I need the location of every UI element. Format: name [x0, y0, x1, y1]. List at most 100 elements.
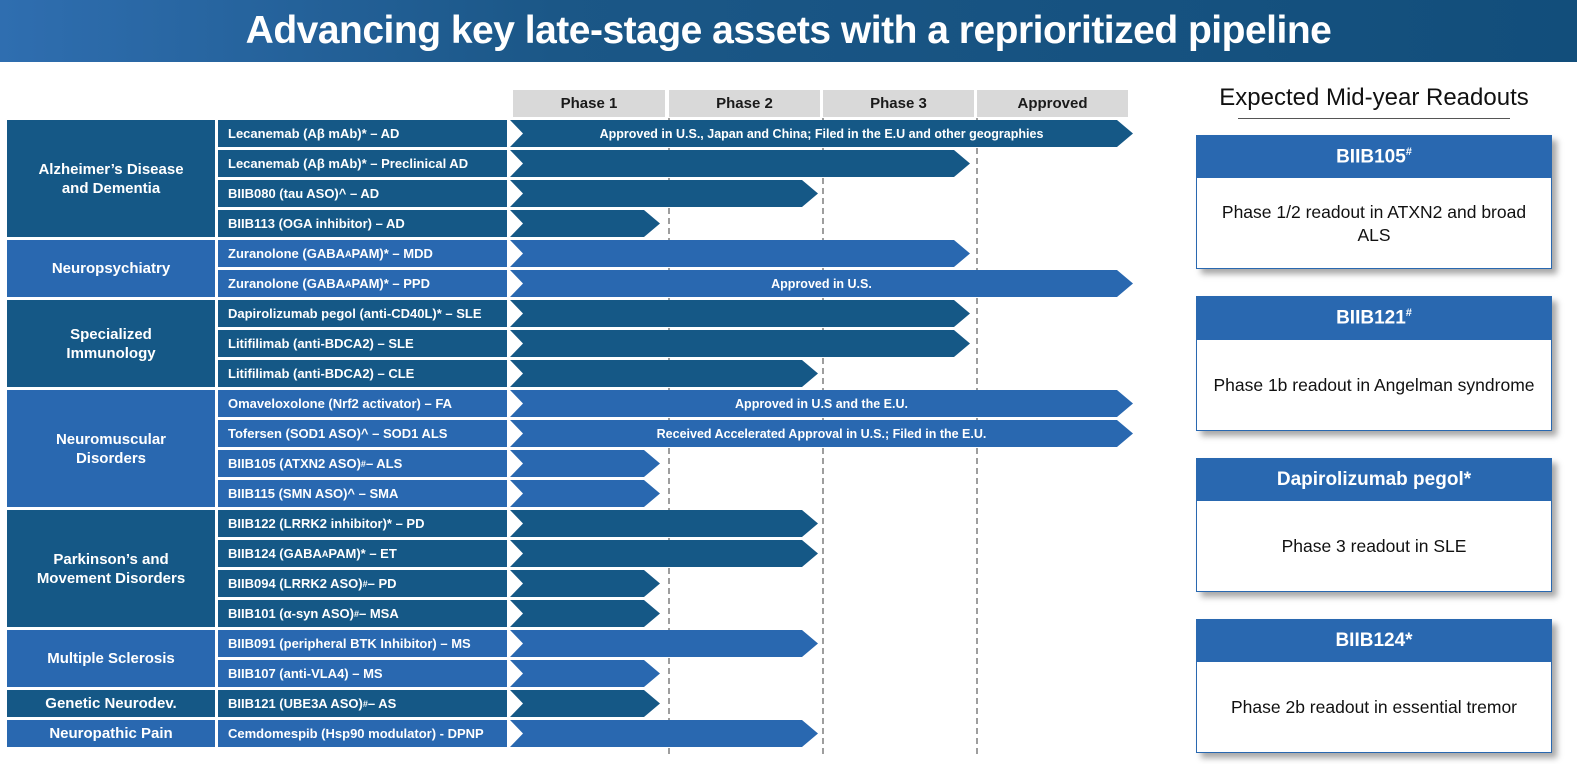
stage-arrow-phase3 [510, 150, 970, 177]
stage-arrow-phase2 [510, 510, 818, 537]
phase-header-approved: Approved [977, 90, 1128, 117]
title-bar: Advancing key late-stage assets with a r… [0, 0, 1577, 62]
asset-cell: BIIB124 (GABA A PAM)* – ET [218, 540, 507, 567]
group-rows: BIIB121 (UBE3A ASO) # – AS [218, 690, 1147, 717]
asset-cell: Zuranolone (GABA A PAM)* – PPD [218, 270, 507, 297]
stage-arrow-phase3 [510, 300, 970, 327]
stage-arrow-phase3 [510, 240, 970, 267]
stage-arrow-phase1 [510, 600, 660, 627]
pipeline-row: BIIB091 (peripheral BTK Inhibitor) – MS [218, 630, 1147, 657]
group-rows: Lecanemab (Aβ mAb)* – AD Approved in U.S.… [218, 120, 1147, 237]
readout-card-body: Phase 1/2 readout in ATXN2 and broad ALS [1221, 201, 1527, 246]
pipeline-row: Litifilimab (anti-BDCA2) – CLE [218, 360, 1147, 387]
readout-card: BIIB124* Phase 2b readout in essential tr… [1196, 618, 1552, 753]
row-chart [510, 450, 1147, 477]
pipeline-rows: Alzheimer’s Disease and Dementia Lecanemab… [7, 118, 1147, 754]
therapeutic-area-cell: Multiple Sclerosis [7, 630, 215, 687]
row-chart [510, 540, 1147, 567]
pipeline-group: Neuropathic Pain Cemdomespib (Hsp90 modul… [7, 720, 1147, 747]
stage-arrow-phase2 [510, 720, 818, 747]
asset-cell: BIIB122 (LRRK2 inhibitor)* – PD [218, 510, 507, 537]
row-chart: Received Accelerated Approval in U.S.; F… [510, 420, 1147, 447]
row-chart [510, 510, 1147, 537]
row-chart [510, 210, 1147, 237]
row-chart [510, 330, 1147, 357]
readout-card: Dapirolizumab pegol* Phase 3 readout in S… [1196, 457, 1552, 592]
asset-cell: BIIB115 (SMN ASO)^ – SMA [218, 480, 507, 507]
arrow-note: Approved in U.S., Japan and China; Filed… [599, 126, 1044, 141]
asset-cell: BIIB080 (tau ASO)^ – AD [218, 180, 507, 207]
stage-arrow-phase2 [510, 540, 818, 567]
readouts-panel: Expected Mid-year Readouts BIIB105# Phase… [1196, 84, 1552, 753]
asset-cell: Zuranolone (GABA A PAM)* – MDD [218, 240, 507, 267]
row-chart [510, 720, 1147, 747]
row-chart [510, 180, 1147, 207]
readout-card: BIIB105# Phase 1/2 readout in ATXN2 and b… [1196, 135, 1552, 270]
pipeline-row: BIIB124 (GABA A PAM)* – ET [218, 540, 1147, 567]
group-rows: Cemdomespib (Hsp90 modulator) - DPNP [218, 720, 1147, 747]
therapeutic-area-cell: Specialized Immunology [7, 300, 215, 387]
stage-arrow-approved: Received Accelerated Approval in U.S.; F… [510, 420, 1133, 447]
readout-card-body: Phase 2b readout in essential tremor [1231, 696, 1517, 717]
row-chart: Approved in U.S and the E.U. [510, 390, 1147, 417]
readouts-heading: Expected Mid-year Readouts [1219, 84, 1529, 111]
phase-header-phase-2: Phase 2 [669, 90, 820, 117]
row-chart [510, 570, 1147, 597]
group-rows: BIIB091 (peripheral BTK Inhibitor) – MS B… [218, 630, 1147, 687]
asset-cell: Lecanemab (Aβ mAb)* – Preclinical AD [218, 150, 507, 177]
asset-cell: Dapirolizumab pegol (anti-CD40L)* – SLE [218, 300, 507, 327]
readout-card-body: Phase 3 readout in SLE [1281, 535, 1467, 556]
arrow-note: Approved in U.S and the E.U. [735, 396, 908, 411]
stage-arrow-phase2 [510, 630, 818, 657]
row-chart [510, 240, 1147, 267]
asset-cell: BIIB105 (ATXN2 ASO) # – ALS [218, 450, 507, 477]
pipeline-row: Lecanemab (Aβ mAb)* – AD Approved in U.S.… [218, 120, 1147, 147]
asset-cell: BIIB107 (anti-VLA4) – MS [218, 660, 507, 687]
stage-arrow-phase1 [510, 660, 660, 687]
therapeutic-area-cell: Genetic Neurodev. [7, 690, 215, 717]
row-chart [510, 480, 1147, 507]
stage-arrow-phase1 [510, 570, 660, 597]
readout-card-title: BIIB124* [1197, 619, 1551, 664]
row-chart: Approved in U.S. [510, 270, 1147, 297]
asset-cell: BIIB101 (α-syn ASO) # – MSA [218, 600, 507, 627]
pipeline-group: Multiple Sclerosis BIIB091 (peripheral BT… [7, 630, 1147, 687]
pipeline-group: Neuropsychiatry Zuranolone (GABA A PAM)* –… [7, 240, 1147, 297]
readout-card-title: BIIB105# [1197, 136, 1551, 181]
stage-arrow-approved: Approved in U.S and the E.U. [510, 390, 1133, 417]
readout-card: BIIB121# Phase 1b readout in Angelman syn… [1196, 296, 1552, 431]
readouts-cards: BIIB105# Phase 1/2 readout in ATXN2 and b… [1196, 135, 1552, 753]
stage-arrow-phase2 [510, 180, 818, 207]
readouts-underline [1238, 118, 1510, 119]
pipeline-row: Zuranolone (GABA A PAM)* – MDD [218, 240, 1147, 267]
pipeline-group: Parkinson’s and Movement Disorders BIIB122… [7, 510, 1147, 627]
arrow-note: Approved in U.S. [771, 276, 872, 291]
readout-card-title: Dapirolizumab pegol* [1197, 458, 1551, 503]
asset-cell: BIIB094 (LRRK2 ASO) # – PD [218, 570, 507, 597]
asset-cell: Litifilimab (anti-BDCA2) – CLE [218, 360, 507, 387]
therapeutic-area-cell: Neuromuscular Disorders [7, 390, 215, 507]
readout-card-title: BIIB121# [1197, 297, 1551, 342]
stage-arrow-approved: Approved in U.S., Japan and China; Filed… [510, 120, 1133, 147]
pipeline-row: BIIB121 (UBE3A ASO) # – AS [218, 690, 1147, 717]
asset-cell: Tofersen (SOD1 ASO)^ – SOD1 ALS [218, 420, 507, 447]
pipeline-row: BIIB122 (LRRK2 inhibitor)* – PD [218, 510, 1147, 537]
pipeline-chart: Phase 1 Phase 2 Phase 3 Approved Alzheimer’… [7, 90, 1147, 754]
pipeline-row: BIIB115 (SMN ASO)^ – SMA [218, 480, 1147, 507]
pipeline-row: BIIB105 (ATXN2 ASO) # – ALS [218, 450, 1147, 477]
group-rows: Zuranolone (GABA A PAM)* – MDD Zuranolone … [218, 240, 1147, 297]
pipeline-row: Cemdomespib (Hsp90 modulator) - DPNP [218, 720, 1147, 747]
pipeline-row: BIIB107 (anti-VLA4) – MS [218, 660, 1147, 687]
phase-header-phase-3: Phase 3 [823, 90, 974, 117]
row-chart [510, 690, 1147, 717]
therapeutic-area-cell: Neuropsychiatry [7, 240, 215, 297]
asset-cell: BIIB121 (UBE3A ASO) # – AS [218, 690, 507, 717]
phase-header-phase-1: Phase 1 [513, 90, 665, 117]
asset-cell: BIIB091 (peripheral BTK Inhibitor) – MS [218, 630, 507, 657]
pipeline-group: Alzheimer’s Disease and Dementia Lecanemab… [7, 120, 1147, 237]
pipeline-row: BIIB094 (LRRK2 ASO) # – PD [218, 570, 1147, 597]
row-chart [510, 360, 1147, 387]
pipeline-row: BIIB080 (tau ASO)^ – AD [218, 180, 1147, 207]
pipeline-group: Genetic Neurodev. BIIB121 (UBE3A ASO) # – … [7, 690, 1147, 717]
